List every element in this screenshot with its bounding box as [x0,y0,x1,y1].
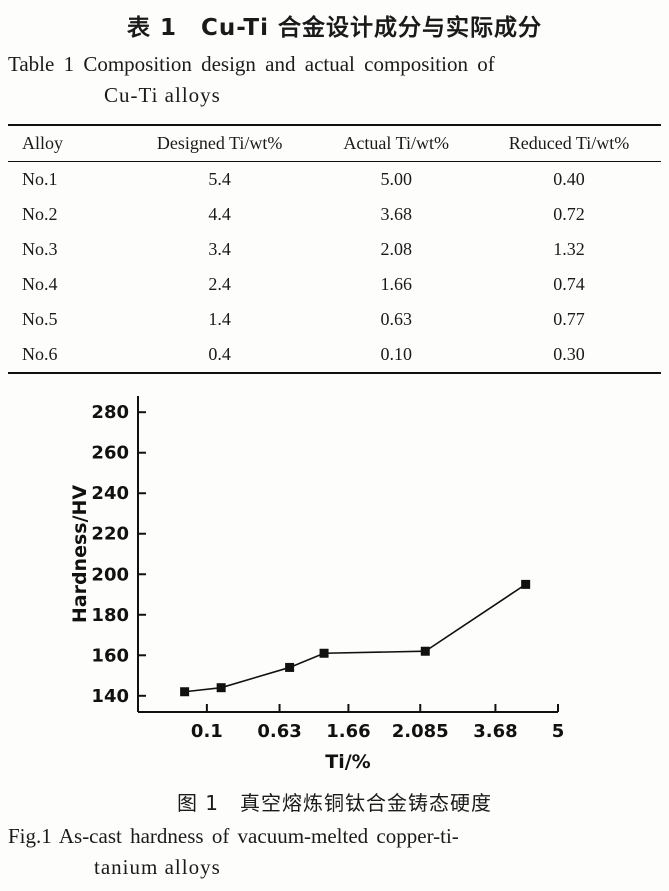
table-row: No.1 5.4 5.00 0.40 [8,162,661,198]
table-row: No.6 0.4 0.10 0.30 [8,337,661,373]
x-tick-label: 5 [552,721,565,742]
y-tick-label: 160 [91,645,129,666]
x-tick-label: 2.085 [392,721,449,742]
y-tick-label: 220 [91,524,129,545]
x-tick-label: 3.68 [473,721,517,742]
table-cell-value: 0.72 [553,204,585,224]
y-tick-label: 140 [91,686,129,707]
table-header-row: Alloy Designed Ti/wt% Actual Ti/wt% Redu… [8,125,661,162]
x-tick-label: 1.66 [326,721,370,742]
table-cell-value: 2.4 [208,274,231,294]
table-header-reduced-ti: Reduced Ti/wt% [508,133,630,153]
table-header-actual-ti: Actual Ti/wt% [343,133,449,153]
table-row: No.5 1.4 0.63 0.77 [8,302,661,337]
table-cell-alloy: No.4 [22,274,58,294]
data-point-marker [521,579,531,589]
table-cell-value: 3.68 [380,204,412,224]
data-point-marker [420,646,430,656]
hardness-line-chart: 140 160 180 200 220 240 260 280 0.1 0.63 1.66 2.085… [69,396,565,773]
table-header-designed-ti: Designed Ti/wt% [156,133,283,153]
table-cell-value: 5.4 [208,169,231,189]
x-axis-title: Ti/% [325,751,370,773]
y-tick-label: 280 [91,402,129,423]
x-tick-label: 0.63 [257,721,301,742]
table-header-alloy: Alloy [22,133,64,153]
table-cell-value: 0.10 [380,344,412,364]
data-point-marker [180,687,190,697]
table-cell-value: 1.4 [208,309,231,329]
table-cell-value: 1.32 [553,239,585,259]
y-tick-label: 260 [91,443,129,464]
table-cell-alloy: No.1 [22,169,58,189]
table-cell-value: 2.08 [380,239,412,259]
data-point-marker [216,683,226,693]
table-cell-value: 0.40 [553,169,585,189]
y-tick-label: 240 [91,483,129,504]
series-line [184,583,527,693]
composition-table-header: Alloy Designed Ti/wt% Actual Ti/wt% Redu… [8,125,661,162]
table-cell-value: 0.63 [380,309,412,329]
data-point-marker [319,648,329,658]
data-point-marker [285,662,295,672]
table-cell-value: 0.77 [553,309,585,329]
table-cell-alloy: No.5 [22,309,58,329]
table-title-en-line1: Table 1 Composition design and actual co… [8,52,495,76]
figure-caption-zh: 图 1 真空熔炼铜钛合金铸态硬度 [176,791,493,815]
table-row: No.4 2.4 1.66 0.74 [8,267,661,302]
x-tick-label: 0.1 [191,721,223,742]
table-title-zh: 表 1 Cu-Ti 合金设计成分与实际成分 [126,15,542,41]
table-cell-alloy: No.3 [22,239,58,259]
table-cell-alloy: No.2 [22,204,58,224]
composition-table: Alloy Designed Ti/wt% Actual Ti/wt% Redu… [8,124,661,374]
table-title-en-line2: Cu-Ti alloys [104,83,221,107]
table-cell-value: 0.4 [208,344,231,364]
table-cell-value: 1.66 [380,274,412,294]
composition-table-body: No.1 5.4 5.00 0.40 No.2 4.4 3.68 0.72 No.3 3.4 2.0… [8,162,661,374]
table-cell-value: 3.4 [208,239,231,259]
table-cell-alloy: No.6 [22,344,58,364]
y-axis-title: Hardness/HV [69,485,91,624]
table-cell-value: 4.4 [208,204,231,224]
table-row: No.3 3.4 2.08 1.32 [8,232,661,267]
table-cell-value: 0.74 [553,274,585,294]
table-cell-value: 0.30 [553,344,585,364]
table-row: No.2 4.4 3.68 0.72 [8,197,661,232]
y-tick-label: 200 [91,564,129,585]
figure-caption-en-line1: Fig.1 As-cast hardness of vacuum-melted … [8,824,459,848]
y-tick-label: 180 [91,605,129,626]
table-cell-value: 5.00 [380,169,412,189]
figure-caption-en-line2: tanium alloys [94,855,221,879]
hardness-chart: 140 160 180 200 220 240 260 280 0.1 0.63 1.66 2.085… [66,384,669,785]
